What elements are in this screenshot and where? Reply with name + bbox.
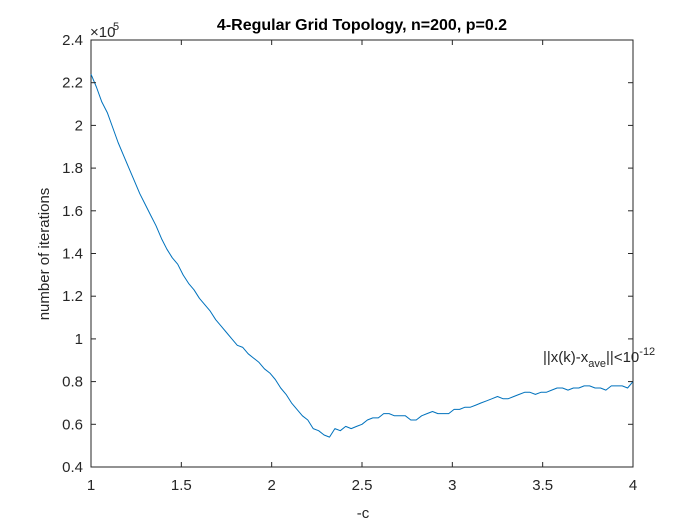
y-tick-label: 1.8 (62, 160, 83, 177)
x-tick-label: 1 (87, 477, 95, 494)
y-axis-exponent-power: 5 (113, 21, 119, 33)
x-tick-label: 2.5 (352, 477, 373, 494)
y-axis-exponent: ×10 5 (90, 21, 119, 41)
y-tick-label: 1 (75, 331, 83, 348)
x-tick-label: 2 (267, 477, 275, 494)
x-axis-label: -c (357, 505, 370, 522)
y-tick-label: 0.8 (62, 374, 83, 391)
annotation-superscript: -12 (639, 346, 655, 358)
x-tick-label: 3 (448, 477, 456, 494)
y-tick-label: 1.2 (62, 288, 83, 305)
x-axis-ticks: 1 1.5 2 2.5 3 3.5 4 (87, 40, 637, 494)
y-tick-label: 2.2 (62, 75, 83, 92)
plot-area (90, 39, 634, 468)
series-line (90, 74, 634, 438)
y-axis-ticks: 0.4 0.6 0.8 1 1.2 1.4 1.6 1.8 2 2.2 2.4 (62, 32, 633, 476)
annotation-main: ||x(k)-x (543, 349, 589, 366)
y-axis-exponent-base: ×10 (90, 24, 115, 41)
axes-box (90, 39, 634, 468)
y-tick-label: 1.6 (62, 203, 83, 220)
chart-title: 4-Regular Grid Topology, n=200, p=0.2 (217, 17, 507, 34)
y-tick-label: 1.4 (62, 246, 83, 263)
annotation-rest: ||<10 (606, 349, 639, 366)
y-tick-label: 2.4 (62, 32, 83, 49)
y-tick-label: 0.4 (62, 459, 83, 476)
x-tick-label: 3.5 (532, 477, 553, 494)
y-tick-label: 2 (75, 117, 83, 134)
y-tick-label: 0.6 (62, 416, 83, 433)
x-tick-label: 4 (629, 477, 637, 494)
norm-annotation: ||x(k)-xave||<10-12 (543, 346, 655, 370)
y-axis-label: number of iterations (36, 188, 53, 321)
annotation-subscript: ave (588, 358, 606, 370)
x-tick-label: 1.5 (171, 477, 192, 494)
